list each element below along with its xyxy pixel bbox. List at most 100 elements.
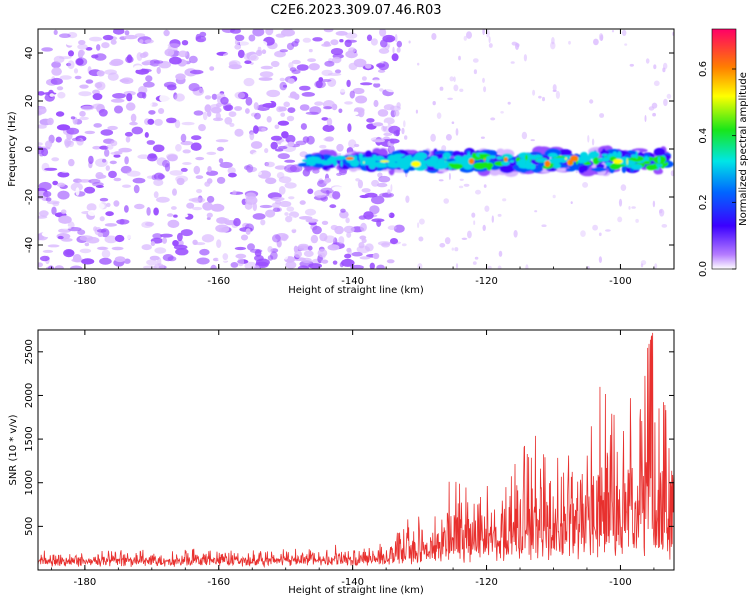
echo-blob [601, 153, 608, 157]
echo-blob [501, 153, 513, 159]
noise-blob [279, 77, 285, 82]
noise-blob [153, 178, 164, 187]
noise-speckle [438, 179, 444, 182]
echo-blob [345, 156, 354, 160]
noise-blob [259, 71, 274, 78]
noise-blob [53, 29, 58, 35]
noise-blob [86, 203, 97, 212]
noise-blob [270, 135, 283, 141]
noise-blob [207, 45, 219, 53]
noise-blob [365, 63, 372, 69]
noise-speckle [568, 40, 571, 45]
noise-speckle [593, 38, 599, 46]
y-tick-label: 40 [24, 47, 35, 60]
echo-blob [581, 157, 592, 162]
noise-blob [125, 102, 136, 111]
noise-speckle [458, 185, 464, 189]
noise-blob [202, 202, 214, 211]
noise-blob [175, 248, 189, 256]
noise-blob [49, 93, 55, 97]
noise-blob [284, 212, 289, 216]
noise-blob [141, 244, 152, 251]
noise-blob [286, 115, 295, 122]
noise-blob [331, 103, 338, 111]
noise-blob [230, 262, 239, 268]
noise-blob [173, 214, 178, 218]
echo-blob [605, 162, 610, 165]
noise-speckle [591, 138, 595, 146]
noise-blob [266, 116, 272, 123]
noise-blob [92, 145, 102, 150]
noise-speckle [463, 183, 470, 187]
noise-speckle [507, 101, 511, 105]
noise-blob [47, 244, 60, 248]
noise-blob [277, 120, 290, 126]
echo-blob [665, 162, 669, 166]
noise-blob [206, 195, 215, 203]
noise-speckle [466, 31, 472, 39]
snr-panel: -180 -160 -140 -120 -100 500 1000 1500 2000 2500… [8, 329, 675, 596]
noise-blob [360, 82, 373, 86]
snr-y-label: SNR (10 * v/v) [8, 414, 19, 485]
echo-blob [387, 154, 398, 163]
snr-x-ticks: -180 -160 -140 -120 -100 [50, 330, 655, 588]
noise-blob [323, 41, 331, 47]
echo-blob [393, 153, 406, 157]
noise-blob [267, 246, 273, 253]
noise-blob [199, 31, 207, 37]
noise-blob [191, 197, 205, 204]
noise-blob [143, 81, 155, 88]
noise-blob [363, 211, 374, 220]
noise-blob [75, 187, 80, 196]
noise-speckle [483, 86, 487, 93]
noise-blob [393, 130, 400, 137]
noise-blob [314, 101, 324, 106]
noise-blob [237, 49, 245, 59]
noise-blob [284, 164, 297, 173]
y-tick-label: 20 [24, 95, 35, 108]
noise-blob [74, 75, 82, 80]
noise-blob [261, 49, 267, 54]
noise-blob [376, 264, 385, 269]
noise-blob [125, 136, 131, 143]
noise-speckle [458, 55, 461, 61]
noise-blob [190, 142, 202, 151]
noise-blob [84, 130, 96, 135]
noise-blob [390, 238, 398, 245]
noise-speckle [467, 230, 472, 239]
noise-blob [201, 234, 215, 243]
noise-speckle [482, 29, 485, 36]
noise-blob [175, 144, 182, 152]
noise-speckle [475, 189, 481, 195]
y-tick-label: 0 [24, 146, 35, 152]
noise-blob [302, 136, 310, 143]
noise-blob [67, 60, 75, 70]
echo-blob [512, 165, 519, 170]
noise-blob [359, 256, 371, 260]
noise-blob [376, 63, 386, 68]
noise-blob [124, 258, 131, 264]
noise-blob [307, 58, 316, 62]
noise-speckle [453, 84, 459, 92]
noise-speckle [598, 232, 602, 237]
noise-blob [288, 196, 295, 200]
noise-speckle [396, 47, 401, 53]
noise-speckle [510, 61, 515, 64]
noise-blob [332, 186, 344, 192]
noise-blob [164, 48, 175, 57]
echo-blob [333, 155, 347, 161]
noise-blob [291, 69, 301, 75]
noise-blob [60, 209, 67, 215]
noise-blob [366, 34, 373, 42]
noise-blob [278, 176, 292, 184]
noise-blob [329, 204, 337, 209]
noise-blob [373, 82, 381, 88]
noise-blob [323, 29, 334, 33]
noise-blob [43, 191, 52, 198]
noise-blob [178, 50, 188, 58]
noise-blob [192, 206, 203, 211]
colorbar-ticks: 0.0 0.2 0.4 0.6 [698, 61, 736, 277]
echo-blob [408, 154, 412, 160]
noise-blob [59, 167, 72, 173]
noise-blob [108, 170, 117, 179]
